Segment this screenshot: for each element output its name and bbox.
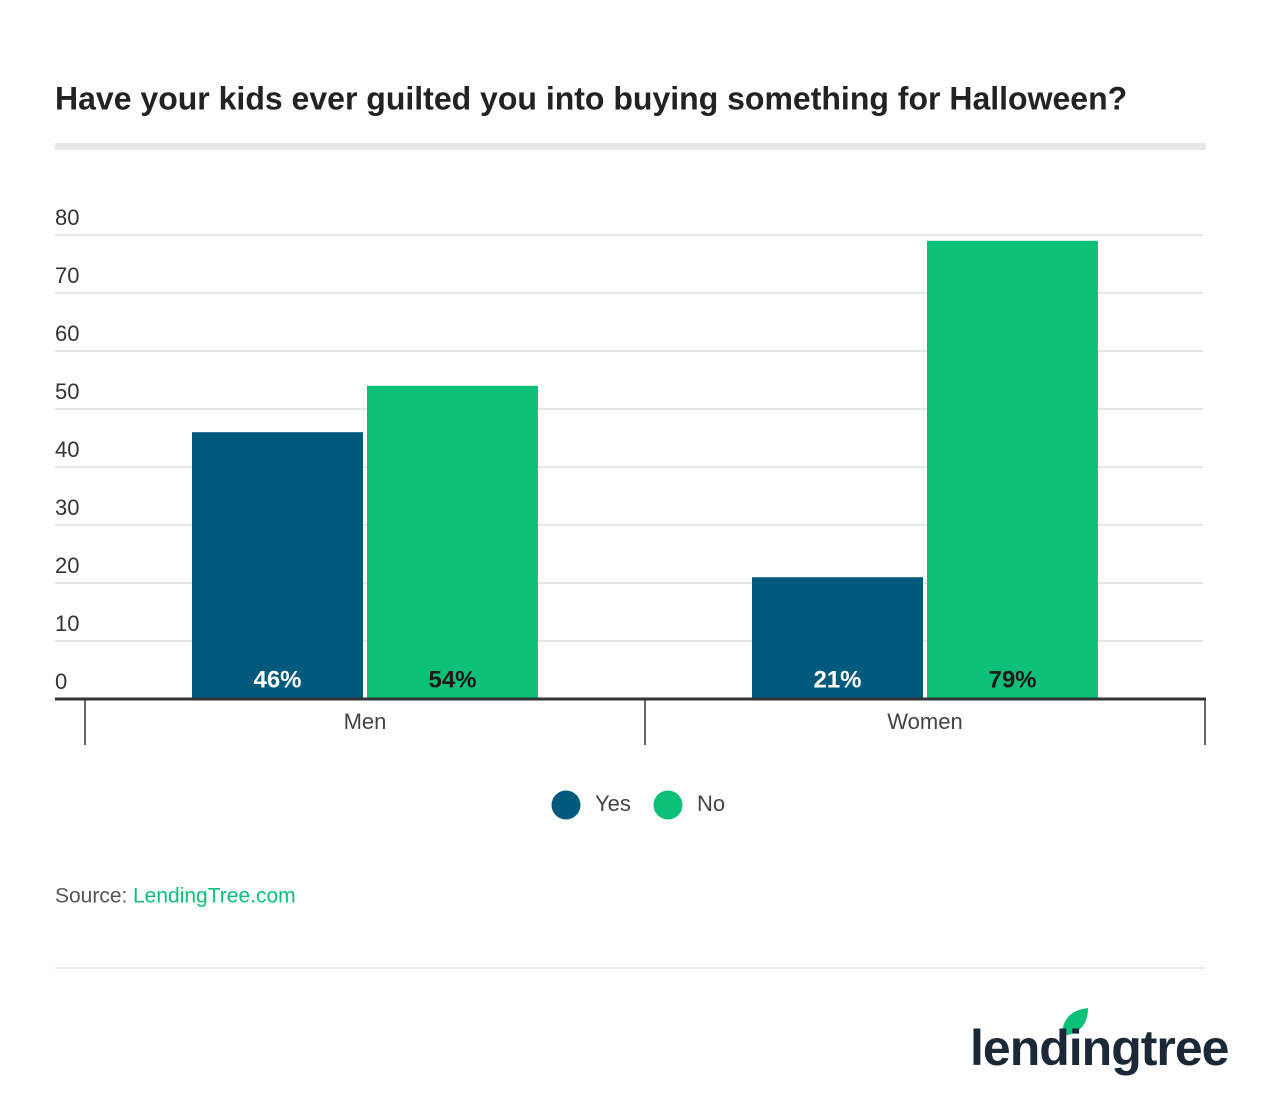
y-tick-label: 40 — [55, 437, 79, 462]
bar — [752, 577, 923, 699]
bar — [192, 432, 363, 699]
legend-marker — [653, 790, 683, 820]
value-label: 54% — [428, 666, 476, 693]
bar — [927, 240, 1098, 700]
logo-leaf — [1062, 1008, 1088, 1036]
y-tick-label: 80 — [55, 205, 79, 230]
legend-label: Yes — [595, 791, 631, 816]
legend-marker — [551, 790, 581, 820]
value-label: 46% — [253, 666, 301, 693]
y-tick-label: 60 — [55, 321, 79, 346]
legend-label: No — [697, 791, 725, 816]
logo-text: lendingtree — [970, 1020, 1229, 1076]
y-tick-label: 20 — [55, 553, 79, 578]
logo: lendingtree — [970, 1008, 1230, 1076]
source-label: Source: — [55, 885, 127, 908]
y-tick-label: 0 — [55, 669, 67, 694]
source-link[interactable]: LendingTree.com — [133, 885, 296, 908]
value-label: 79% — [988, 666, 1036, 693]
x-tick-label: Women — [887, 709, 962, 734]
y-tick-label: 30 — [55, 495, 79, 520]
y-tick-label: 10 — [55, 611, 79, 636]
bar — [367, 385, 538, 699]
x-tick-label: Men — [344, 709, 387, 734]
y-tick-label: 50 — [55, 379, 79, 404]
title-rule — [55, 143, 1206, 150]
chart-title: Have your kids ever guilted you into buy… — [55, 80, 1127, 116]
y-tick-label: 70 — [55, 263, 79, 288]
value-label: 21% — [813, 666, 861, 693]
